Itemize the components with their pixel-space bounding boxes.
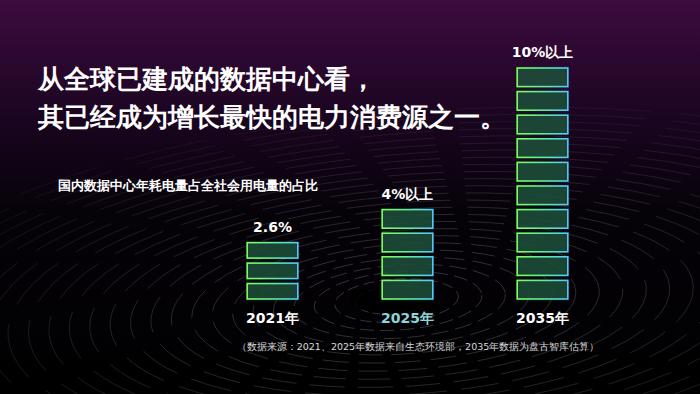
swirl-ring xyxy=(82,172,700,394)
swirl-ring xyxy=(40,155,700,394)
subtitle: 国内数据中心年耗电量占全社会用电量的占比 xyxy=(58,178,318,193)
bar-block xyxy=(517,68,568,87)
title: 从全球已建成的数据中心看， xyxy=(37,64,376,94)
bar-block xyxy=(382,280,433,299)
bar-block xyxy=(517,210,568,229)
swirl-ring xyxy=(0,113,700,394)
swirl-ring xyxy=(0,70,700,394)
title: 其已经成为增长最快的电力消费源之一。 xyxy=(37,102,506,132)
data-label: 10%以上 xyxy=(512,44,574,60)
swirl-ring xyxy=(0,104,700,394)
swirl-ring xyxy=(0,96,700,394)
swirl-ring xyxy=(0,121,700,394)
bar-block xyxy=(247,243,298,258)
background xyxy=(0,0,700,394)
chart: 从全球已建成的数据中心看， 其已经成为增长最快的电力消费源之一。国内数据中心年耗电… xyxy=(0,0,700,394)
swirl xyxy=(0,70,700,394)
bar-block xyxy=(517,139,568,158)
bar-block xyxy=(517,115,568,134)
x-tick: 2025年 xyxy=(381,310,434,326)
x-tick-label: 2021年 xyxy=(246,310,299,326)
bar-block xyxy=(382,233,433,252)
swirl-ring xyxy=(187,215,628,393)
swirl-ring xyxy=(0,130,700,394)
bar xyxy=(246,241,299,302)
swirl-ring xyxy=(208,224,604,384)
bar-block xyxy=(517,257,568,276)
plot-area xyxy=(246,66,569,302)
x-tick: 2021年 xyxy=(246,310,299,326)
bar-block xyxy=(517,186,568,205)
bar-block xyxy=(382,210,433,229)
swirl-ring xyxy=(124,189,700,394)
swirl-ring xyxy=(0,79,700,394)
bar-block xyxy=(517,280,568,299)
bar-block xyxy=(382,257,433,276)
bar xyxy=(516,66,569,302)
swirl-ring xyxy=(0,87,700,394)
x-tick-label: 2035年 xyxy=(516,310,569,326)
x-tick-label: 2025年 xyxy=(381,310,434,326)
bar-block xyxy=(517,233,568,252)
swirl-ring xyxy=(19,147,700,394)
bar xyxy=(381,208,434,302)
x-axis: 2021年 2025年 2035年 xyxy=(246,310,569,326)
x-tick: 2035年 xyxy=(516,310,569,326)
bar-block xyxy=(517,162,568,181)
bar-block xyxy=(517,92,568,111)
data-label: 4%以上 xyxy=(382,186,434,202)
source-note: （数据来源：2021、2025年数据来自生态环境部，2035年数据为盘古智库估算… xyxy=(237,341,600,352)
swirl-ring xyxy=(0,138,700,394)
swirl-ring xyxy=(166,207,652,394)
bar-block xyxy=(247,263,298,278)
data-label: 2.6% xyxy=(253,219,292,235)
bar-block xyxy=(247,284,298,299)
